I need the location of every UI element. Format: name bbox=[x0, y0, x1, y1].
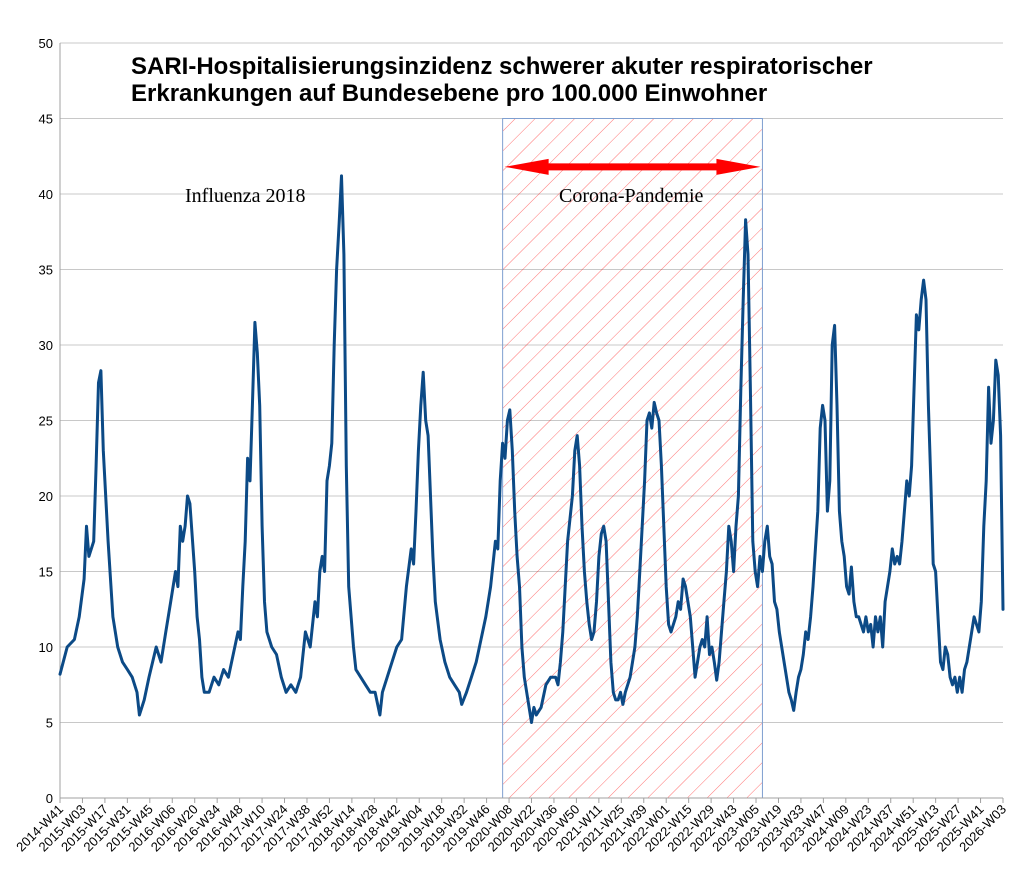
y-tick-label: 45 bbox=[39, 112, 53, 127]
y-tick-label: 5 bbox=[46, 716, 53, 731]
y-tick-label: 50 bbox=[39, 36, 53, 51]
pandemic-annotation: Corona-Pandemie bbox=[559, 185, 704, 207]
influenza-annotation: Influenza 2018 bbox=[185, 185, 306, 207]
series-layer bbox=[58, 174, 1005, 724]
y-tick-label: 20 bbox=[39, 489, 53, 504]
y-tick-label: 25 bbox=[39, 414, 53, 429]
chart-title-line2: Erkrankungen auf Bundesebene pro 100.000… bbox=[131, 80, 767, 107]
y-tick-label: 40 bbox=[39, 187, 53, 202]
y-tick-labels: 0 5 10 15 20 25 30 35 40 45 50 bbox=[39, 36, 53, 806]
y-tick-label: 30 bbox=[39, 338, 53, 353]
pandemic-band bbox=[502, 118, 763, 799]
series-line bbox=[58, 174, 1005, 724]
chart-title-line1: SARI-Hospitalisierungsinzidenz schwerer … bbox=[131, 53, 873, 80]
y-tick-label: 0 bbox=[46, 791, 53, 806]
pandemic-double-arrow bbox=[504, 158, 761, 175]
y-tick-label: 15 bbox=[39, 565, 53, 580]
y-tick-label: 10 bbox=[39, 640, 53, 655]
x-tick-labels: 2014-W412015-W032015-W172015-W312015-W45… bbox=[13, 798, 1009, 855]
y-tick-label: 35 bbox=[39, 263, 53, 278]
pandemic-hatched-area bbox=[502, 118, 763, 799]
